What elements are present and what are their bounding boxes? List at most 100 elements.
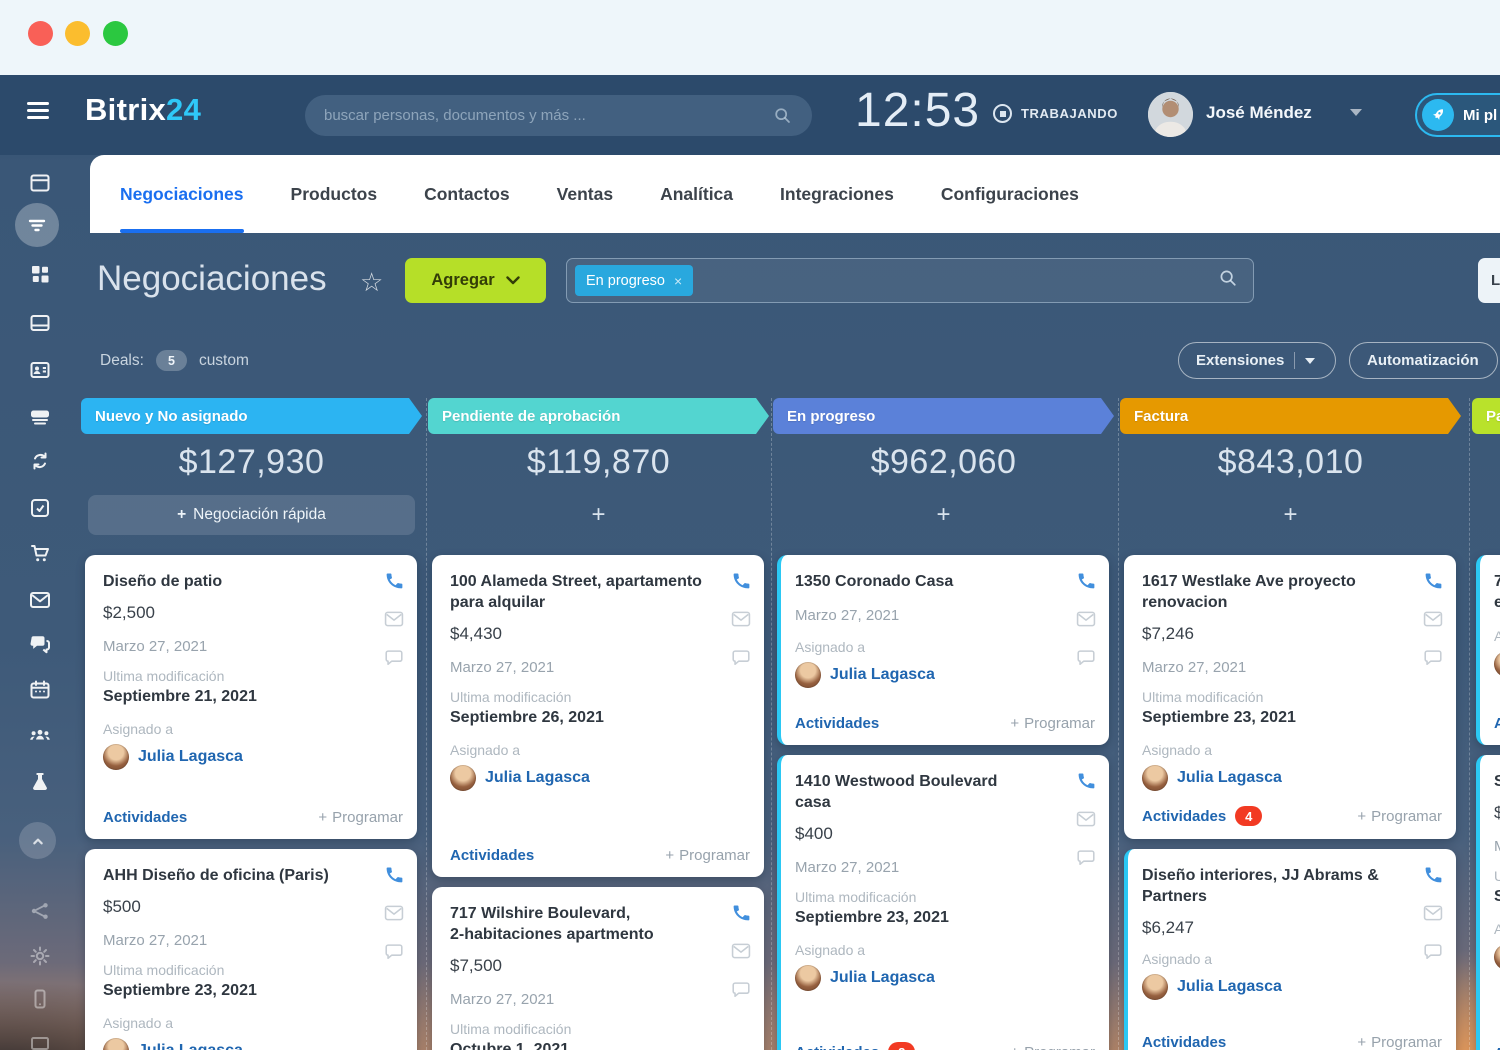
comment-icon[interactable] — [730, 647, 752, 674]
sidebar-item-chat[interactable] — [28, 632, 52, 656]
comment-icon[interactable] — [1075, 847, 1097, 874]
sidebar-item-store[interactable] — [28, 541, 52, 565]
phone-icon[interactable] — [1423, 864, 1444, 890]
deal-card[interactable]: 1617 Westlake Ave proyecto renovacion $7… — [1124, 555, 1456, 839]
sidebar-item-live-feed[interactable] — [28, 171, 52, 195]
sidebar-item-crm-active[interactable] — [15, 203, 59, 247]
add-deal-inline-button[interactable]: + — [591, 501, 606, 528]
deal-card[interactable]: 1410 Westwood Boulevard casa $400 Marzo … — [777, 755, 1109, 1050]
extensions-button[interactable]: Extensiones — [1178, 342, 1336, 379]
schedule-link[interactable]: +Programar — [1357, 807, 1442, 825]
filter-search-box[interactable]: En progreso × — [566, 258, 1254, 303]
phone-icon[interactable] — [731, 570, 752, 596]
mail-icon[interactable] — [730, 940, 752, 967]
user-avatar[interactable] — [1148, 92, 1193, 137]
deal-card[interactable]: 7 e Asignado a Actividades — [1476, 555, 1500, 745]
mail-icon[interactable] — [1422, 608, 1444, 635]
global-search-input[interactable] — [305, 95, 812, 136]
bitrix24-logo[interactable]: Bitrix24 — [85, 92, 202, 127]
schedule-link[interactable]: +Programar — [1357, 1034, 1442, 1050]
comment-icon[interactable] — [383, 941, 405, 968]
window-close-button[interactable] — [28, 21, 53, 46]
phone-icon[interactable] — [384, 864, 405, 890]
add-deal-inline-button[interactable]: + — [936, 501, 951, 528]
activities-link[interactable]: Actividades — [1494, 1045, 1500, 1050]
search-icon[interactable] — [772, 105, 793, 131]
mail-icon[interactable] — [383, 902, 405, 929]
sidebar-item-sites[interactable] — [28, 311, 52, 335]
sidebar-item-lab[interactable] — [28, 770, 52, 794]
column-header[interactable]: Nuevo y No asignado — [81, 398, 422, 434]
activities-link[interactable]: Actividades — [795, 715, 880, 732]
phone-icon[interactable] — [1076, 770, 1097, 796]
sidebar-item-mail[interactable] — [28, 588, 52, 612]
favorite-star-icon[interactable]: ☆ — [360, 267, 384, 297]
column-header[interactable]: En progreso — [773, 398, 1114, 434]
assignee-link[interactable]: Julia Lagasca — [138, 1042, 243, 1050]
quick-deal-button[interactable]: + Negociación rápida — [88, 495, 415, 535]
comment-icon[interactable] — [1422, 647, 1444, 674]
work-status-toggle[interactable]: TRABAJANDO — [993, 104, 1118, 123]
tab-integraciones[interactable]: Integraciones — [780, 183, 894, 204]
column-header[interactable]: Pendiente de aprobación — [428, 398, 769, 434]
phone-icon[interactable] — [384, 570, 405, 596]
comment-icon[interactable] — [730, 979, 752, 1006]
tab-negociaciones[interactable]: Negociaciones — [120, 155, 244, 233]
tab-ventas[interactable]: Ventas — [556, 183, 614, 204]
sidebar-item-network[interactable] — [28, 899, 52, 923]
add-deal-inline-button[interactable]: + — [1283, 501, 1298, 528]
sidebar-item-inbox[interactable] — [28, 404, 52, 428]
window-zoom-button[interactable] — [103, 21, 128, 46]
activities-link[interactable]: Actividades — [103, 809, 188, 826]
user-name[interactable]: José Méndez — [1206, 103, 1312, 122]
menu-hamburger-icon[interactable] — [27, 102, 49, 119]
tab-analitica[interactable]: Analítica — [660, 183, 734, 204]
automation-button[interactable]: Automatización — [1349, 342, 1498, 379]
deal-card[interactable]: Diseño interiores, JJ Abrams & Partners … — [1124, 849, 1456, 1050]
my-plan-button[interactable]: Mi pl — [1415, 93, 1500, 137]
schedule-link[interactable]: +Programar — [665, 847, 750, 864]
assignee-link[interactable]: Julia Lagasca — [830, 969, 935, 987]
activities-link[interactable]: Actividades — [1142, 807, 1227, 825]
tab-contactos[interactable]: Contactos — [424, 183, 510, 204]
comment-icon[interactable] — [1075, 647, 1097, 674]
deal-card[interactable]: 717 Wilshire Boulevard, 2-habitaciones a… — [432, 887, 764, 1050]
tab-configuraciones[interactable]: Configuraciones — [940, 183, 1079, 204]
sidebar-item-mobile[interactable] — [28, 987, 52, 1011]
sidebar-item-desktop[interactable] — [28, 1032, 52, 1050]
filter-input[interactable] — [693, 259, 1217, 302]
phone-icon[interactable] — [1076, 570, 1097, 596]
deals-mode-label[interactable]: custom — [198, 351, 249, 369]
schedule-link[interactable]: +Programar — [1010, 715, 1095, 732]
schedule-link[interactable]: +Programar — [1010, 1044, 1095, 1050]
comment-icon[interactable] — [1422, 941, 1444, 968]
column-header[interactable]: Pa — [1472, 398, 1500, 434]
sidebar-item-sync[interactable] — [28, 449, 52, 473]
deal-card[interactable]: 1350 Coronado Casa Marzo 27, 2021 Asigna… — [777, 555, 1109, 745]
assignee-link[interactable]: Julia Lagasca — [1177, 769, 1282, 787]
filter-chip-en-progreso[interactable]: En progreso × — [575, 265, 694, 296]
mail-icon[interactable] — [383, 608, 405, 635]
assignee-link[interactable]: Julia Lagasca — [138, 748, 243, 766]
deal-card[interactable]: AHH Diseño de oficina (Paris) $500 Marzo… — [85, 849, 417, 1050]
deal-card[interactable]: Diseño de patio $2,500 Marzo 27, 2021 Ul… — [85, 555, 417, 839]
column-header[interactable]: Factura — [1120, 398, 1461, 434]
mail-icon[interactable] — [730, 608, 752, 635]
window-minimize-button[interactable] — [65, 21, 90, 46]
activities-link[interactable]: Actividades — [1142, 1034, 1227, 1050]
sidebar-item-tasks[interactable] — [28, 496, 52, 520]
sidebar-collapse-button[interactable] — [19, 822, 56, 859]
assignee-link[interactable]: Julia Lagasca — [1177, 978, 1282, 996]
chip-close-icon[interactable]: × — [674, 272, 683, 289]
phone-icon[interactable] — [731, 902, 752, 928]
activities-link[interactable]: Actividades — [450, 847, 535, 864]
mail-icon[interactable] — [1075, 808, 1097, 835]
sidebar-item-employees[interactable] — [28, 724, 52, 748]
deal-card[interactable]: S $ M Ultima modificación S Asignado a A… — [1476, 755, 1500, 1050]
comment-icon[interactable] — [383, 647, 405, 674]
work-clock[interactable]: 12:53 — [855, 84, 981, 137]
mail-icon[interactable] — [1075, 608, 1097, 635]
search-icon[interactable] — [1217, 267, 1239, 294]
sidebar-item-settings[interactable] — [28, 944, 52, 968]
chevron-down-icon[interactable] — [1350, 109, 1362, 116]
